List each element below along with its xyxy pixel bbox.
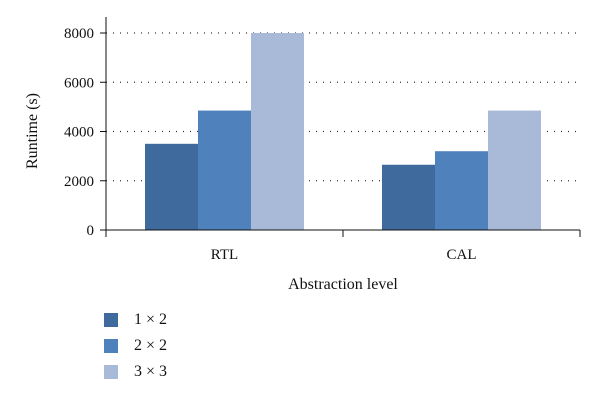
y-tick-label: 8000 [64,26,94,42]
bar [145,143,198,230]
bar [382,164,435,230]
legend-item: 2 × 2 [104,334,167,358]
y-tick-label: 6000 [64,75,94,91]
legend-swatch [104,339,118,353]
x-tick-label: RTL [211,247,238,263]
y-axis-title: Runtime (s) [24,93,41,169]
y-tick-label: 4000 [64,125,94,141]
legend-item: 3 × 3 [104,360,167,384]
y-tick-labels: 0 2000 4000 6000 8000 [64,26,94,239]
legend-label: 3 × 3 [134,363,168,380]
x-tick-labels: RTL CAL [211,247,477,263]
bars [145,33,541,230]
y-tick-label: 2000 [64,174,94,190]
legend-item: 1 × 2 [104,308,167,332]
bar [435,151,488,230]
legend: 1 × 2 2 × 2 3 × 3 [104,308,167,386]
bar [198,110,251,230]
legend-swatch [104,365,118,379]
legend-swatch [104,313,118,327]
axes [100,17,581,237]
y-tick-label: 0 [87,223,95,239]
x-tick-label: CAL [447,247,477,263]
legend-label: 2 × 2 [134,337,168,354]
bar [251,33,304,230]
bar [488,110,541,230]
legend-label: 1 × 2 [134,311,168,328]
x-axis-title: Abstraction level [288,276,398,293]
